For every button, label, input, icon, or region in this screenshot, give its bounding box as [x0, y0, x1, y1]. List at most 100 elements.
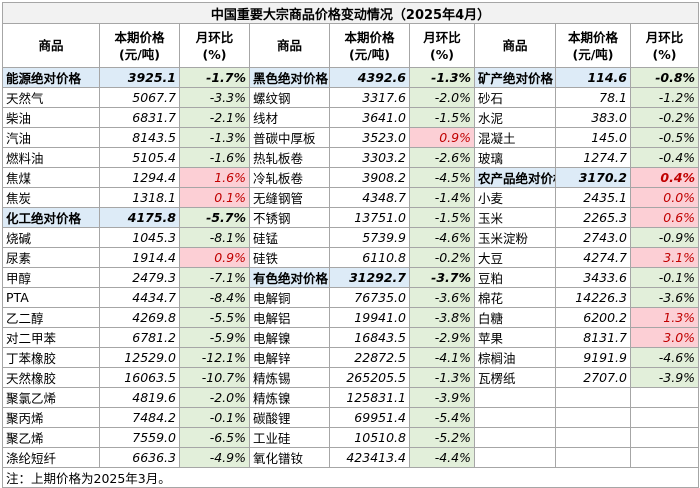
change-value: 3.0%: [629, 327, 700, 348]
price-value: 3908.2: [329, 167, 410, 188]
change-value: -0.8%: [629, 67, 700, 88]
change-value: 0.0%: [629, 187, 700, 208]
change-value: -6.5%: [179, 427, 250, 448]
change-value: -4.1%: [409, 347, 475, 368]
change-value: 0.9%: [179, 247, 250, 268]
price-value: 6781.2: [99, 327, 180, 348]
commodity-name-empty: [474, 407, 556, 428]
commodity-name: 冷轧板卷: [249, 167, 330, 188]
category-name: 能源绝对价格: [2, 67, 100, 88]
change-value: -1.5%: [409, 107, 475, 128]
commodity-name: 丁苯橡胶: [2, 347, 100, 368]
change-value: -1.3%: [409, 67, 475, 88]
price-value: 4175.8: [99, 207, 180, 228]
category-name: 黑色绝对价格: [249, 67, 330, 88]
change-value: -3.7%: [409, 267, 475, 288]
commodity-name: 玉米: [474, 207, 556, 228]
category-name: 农产品绝对价格: [474, 167, 556, 188]
commodity-name: 棉花: [474, 287, 556, 308]
price-value: 1318.1: [99, 187, 180, 208]
price-value: 383.0: [555, 107, 631, 128]
table-row: 天然橡胶 16063.5 -10.7% 精炼锡 265205.5 -1.3% 瓦楞纸 2707…: [2, 367, 700, 388]
table-row: PTA 4434.7 -8.4% 电解铜 76735.0 -3.6% 棉花 14226.3 -3…: [2, 287, 700, 308]
price-value: 78.1: [555, 87, 631, 108]
category-name: 矿产绝对价格: [474, 67, 556, 88]
header-price: 本期价格 (元/吨): [555, 23, 631, 68]
price-value: 5067.7: [99, 87, 180, 108]
change-value: -1.3%: [179, 127, 250, 148]
change-value: -10.7%: [179, 367, 250, 388]
header-name: 商品: [249, 23, 330, 68]
commodity-name: 棕榈油: [474, 347, 556, 368]
change-value: 0.9%: [409, 127, 475, 148]
commodity-name: 硅铁: [249, 247, 330, 268]
change-value: -4.6%: [409, 227, 475, 248]
commodity-name: 甲醇: [2, 267, 100, 288]
header-price: 本期价格 (元/吨): [329, 23, 410, 68]
price-value-empty: [555, 407, 631, 428]
change-value: 1.6%: [179, 167, 250, 188]
change-value: -0.1%: [629, 267, 700, 288]
commodity-name: 聚氯乙烯: [2, 387, 100, 408]
commodity-name: 瓦楞纸: [474, 367, 556, 388]
price-value: 145.0: [555, 127, 631, 148]
price-value: 6636.3: [99, 447, 180, 468]
price-value: 6831.7: [99, 107, 180, 128]
commodity-name: 硅锰: [249, 227, 330, 248]
price-value: 3925.1: [99, 67, 180, 88]
price-value: 16843.5: [329, 327, 410, 348]
change-value: -3.6%: [409, 287, 475, 308]
commodity-name: 天然气: [2, 87, 100, 108]
change-value: -0.4%: [629, 147, 700, 168]
commodity-name: 玻璃: [474, 147, 556, 168]
change-value: -5.9%: [179, 327, 250, 348]
commodity-name: 电解铜: [249, 287, 330, 308]
price-value: 4819.6: [99, 387, 180, 408]
price-value: 4434.7: [99, 287, 180, 308]
price-value: 1274.7: [555, 147, 631, 168]
price-value: 3641.0: [329, 107, 410, 128]
price-value: 3303.2: [329, 147, 410, 168]
commodity-name: 涤纶短纤: [2, 447, 100, 468]
commodity-name: 苹果: [474, 327, 556, 348]
table-row: 涤纶短纤 6636.3 -4.9% 氧化镨钕 423413.4 -4.4%: [2, 447, 700, 468]
price-value: 22872.5: [329, 347, 410, 368]
commodity-name: 精炼锡: [249, 367, 330, 388]
change-value-empty: [629, 447, 700, 468]
header-change: 月环比 (%): [629, 23, 700, 68]
commodity-name: 水泥: [474, 107, 556, 128]
price-value: 3317.6: [329, 87, 410, 108]
change-value: -0.2%: [409, 247, 475, 268]
change-value: -1.5%: [409, 207, 475, 228]
change-value: -2.0%: [179, 387, 250, 408]
commodity-name: 精炼镍: [249, 387, 330, 408]
price-value-empty: [555, 427, 631, 448]
commodity-name: 碳酸锂: [249, 407, 330, 428]
price-value: 69951.4: [329, 407, 410, 428]
price-value: 423413.4: [329, 447, 410, 468]
commodity-name: 线材: [249, 107, 330, 128]
price-value: 12529.0: [99, 347, 180, 368]
price-value: 125831.1: [329, 387, 410, 408]
category-name: 化工绝对价格: [2, 207, 100, 228]
change-value: -1.7%: [179, 67, 250, 88]
price-value: 3523.0: [329, 127, 410, 148]
change-value: -7.1%: [179, 267, 250, 288]
price-value: 6110.8: [329, 247, 410, 268]
table-row: 汽油 8143.5 -1.3% 普碳中厚板 3523.0 0.9% 混凝土 145.0 -0.5…: [2, 127, 700, 148]
change-value: -3.9%: [629, 367, 700, 388]
commodity-name: 不锈钢: [249, 207, 330, 228]
change-value: -3.9%: [409, 387, 475, 408]
change-value: -4.6%: [629, 347, 700, 368]
commodity-name: 电解镍: [249, 327, 330, 348]
price-value: 3433.6: [555, 267, 631, 288]
table-title: 中国重要大宗商品价格变动情况（2025年4月）: [1, 2, 700, 24]
commodity-name: 砂石: [474, 87, 556, 108]
price-value: 2479.3: [99, 267, 180, 288]
change-value: -4.4%: [409, 447, 475, 468]
change-value: 0.1%: [179, 187, 250, 208]
change-value: -0.1%: [179, 407, 250, 428]
commodity-name: 工业硅: [249, 427, 330, 448]
change-value: -5.2%: [409, 427, 475, 448]
